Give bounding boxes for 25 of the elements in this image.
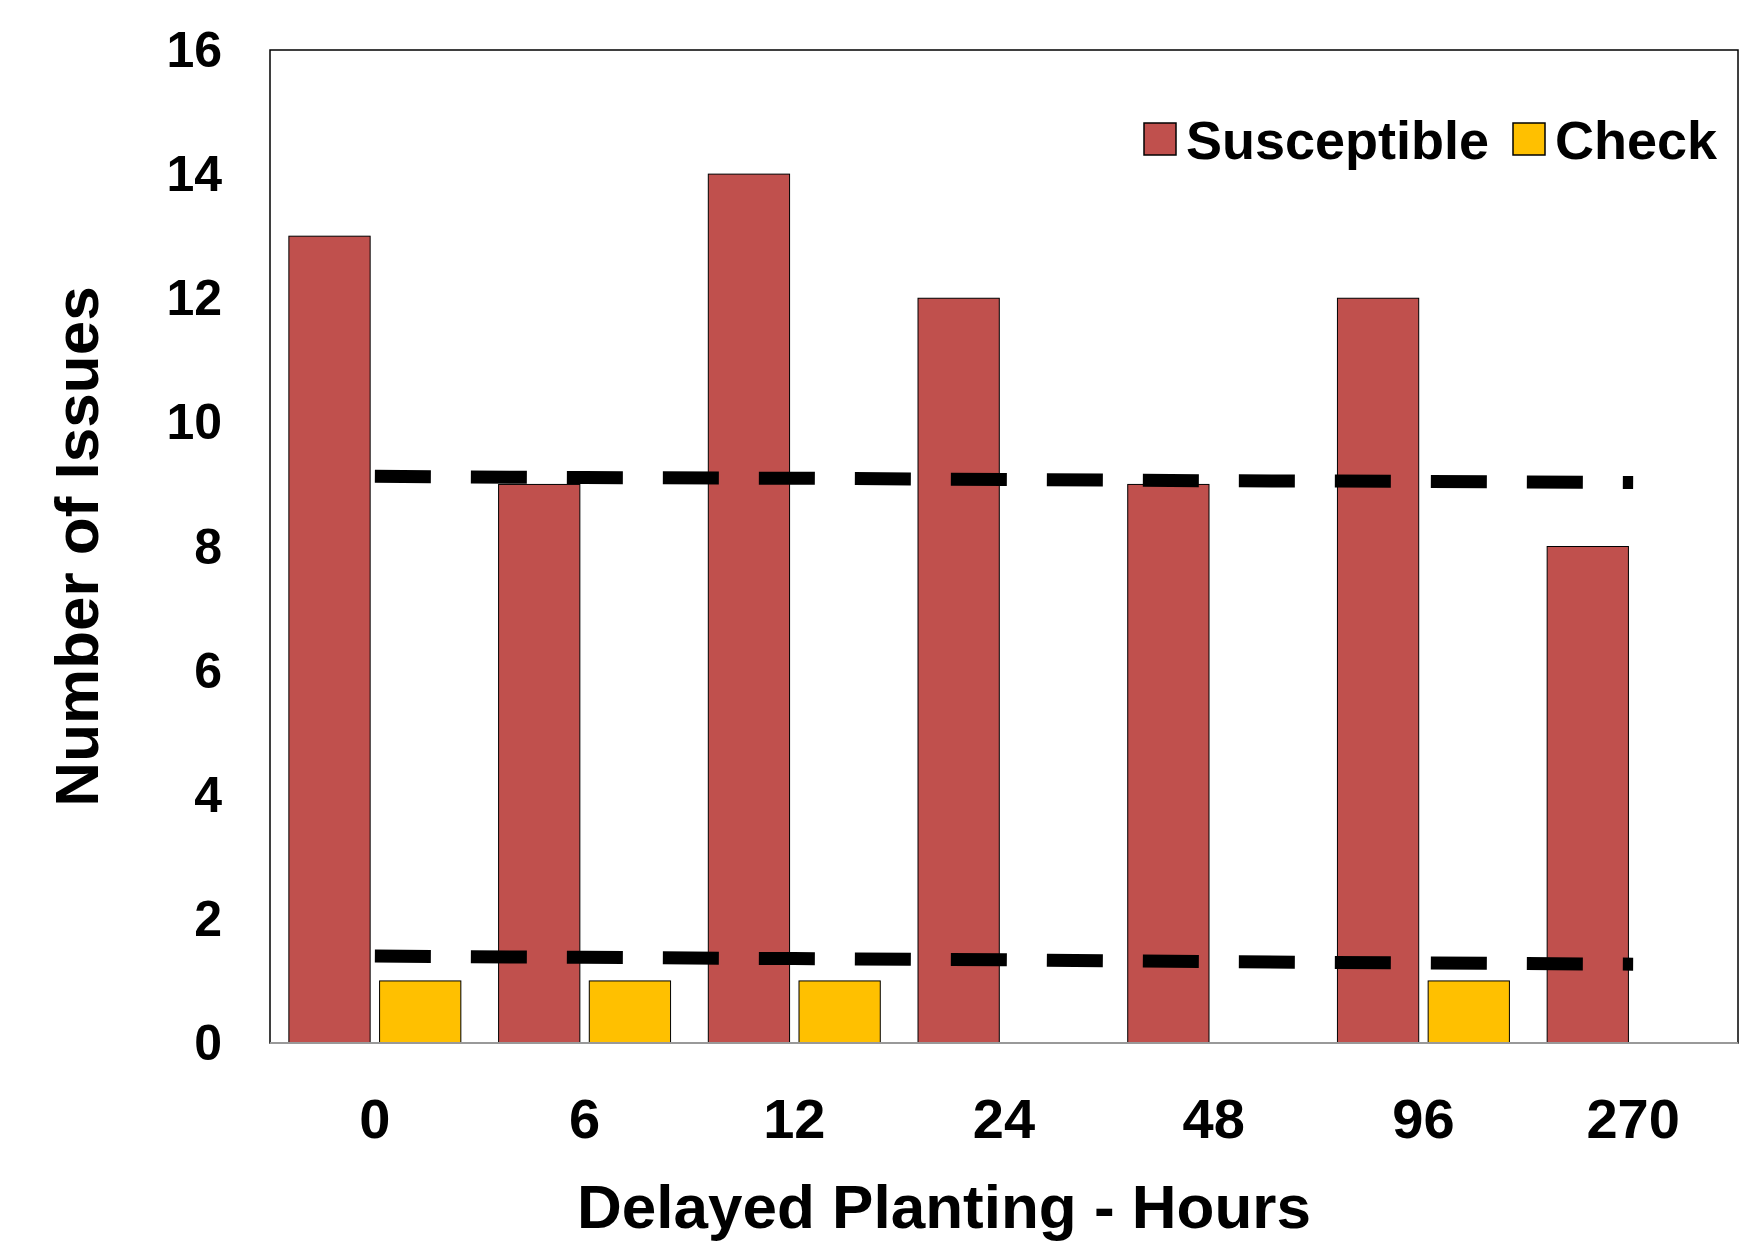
x-tick-label: 24 xyxy=(972,1087,1036,1150)
y-tick-label: 10 xyxy=(166,394,222,451)
bar xyxy=(288,235,371,1044)
y-tick-label: 6 xyxy=(194,642,222,699)
y-tick-label: 8 xyxy=(194,518,222,575)
y-tick-label: 12 xyxy=(166,270,222,327)
bar xyxy=(798,980,881,1044)
x-tick-label: 12 xyxy=(763,1087,826,1150)
x-tick-label: 48 xyxy=(1182,1087,1245,1150)
y-axis-title: Number of Issues xyxy=(42,286,111,807)
y-tick-label: 14 xyxy=(166,146,223,203)
y-tick-label: 0 xyxy=(194,1015,222,1071)
x-axis-title: Delayed Planting - Hours xyxy=(577,1172,1311,1241)
x-tick-label: 6 xyxy=(568,1087,601,1150)
bar xyxy=(379,980,462,1044)
y-tick-label: 16 xyxy=(166,22,222,78)
y-tick-label: 4 xyxy=(194,766,223,823)
bar xyxy=(1427,980,1510,1044)
y-tick-label: 2 xyxy=(194,890,222,947)
x-tick-label: 0 xyxy=(359,1087,391,1150)
x-tick-label: 96 xyxy=(1392,1087,1455,1150)
legend-label: Check xyxy=(1555,110,1719,170)
bar xyxy=(588,980,672,1044)
legend-label: Susceptible xyxy=(1186,110,1490,170)
x-tick-label: 270 xyxy=(1586,1087,1680,1150)
